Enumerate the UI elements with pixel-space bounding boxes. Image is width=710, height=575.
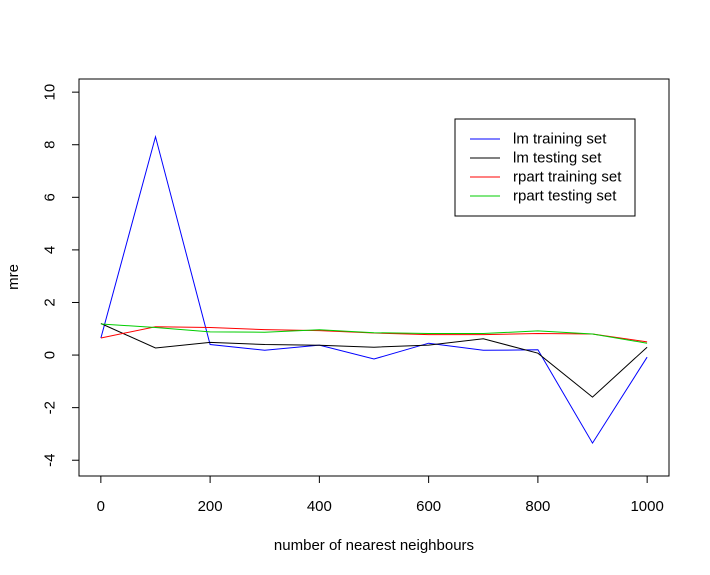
y-tick-label: 4 [42,246,59,254]
y-tick-label: 2 [42,298,59,306]
x-tick-label: 1000 [630,498,663,515]
y-tick-label: -4 [42,454,59,467]
series-line-3 [100,326,648,343]
y-axis-title: mre [5,264,22,290]
series-line-2 [100,323,648,398]
legend-entry: rpart testing set [513,188,617,205]
y-tick-label: -2 [42,401,59,414]
x-tick-label: 600 [416,498,441,515]
series-lines [100,134,648,445]
x-tick-label: 800 [525,498,550,515]
y-tick-label: 6 [42,193,59,201]
legend-entry: rpart training set [513,169,622,186]
x-tick-label: 200 [198,498,223,515]
y-tick-label: 8 [42,141,59,149]
legend-entry: lm testing set [513,150,602,167]
series-line-4 [100,323,648,344]
legend-box [454,118,636,217]
x-axis: 0 200 400 600 800 1000 [97,475,664,515]
series-line-1 [100,134,648,445]
legend: lm training set lm testing set rpart train… [454,118,636,217]
x-tick-label: 0 [97,498,105,515]
y-axis: -4 -2 0 2 4 6 8 10 [42,84,80,467]
y-tick-label: 10 [42,84,59,101]
x-tick-label: 400 [307,498,332,515]
x-axis-title: number of nearest neighbours [274,537,474,554]
y-tick-label: 0 [42,351,59,359]
legend-entry: lm training set [513,131,607,148]
